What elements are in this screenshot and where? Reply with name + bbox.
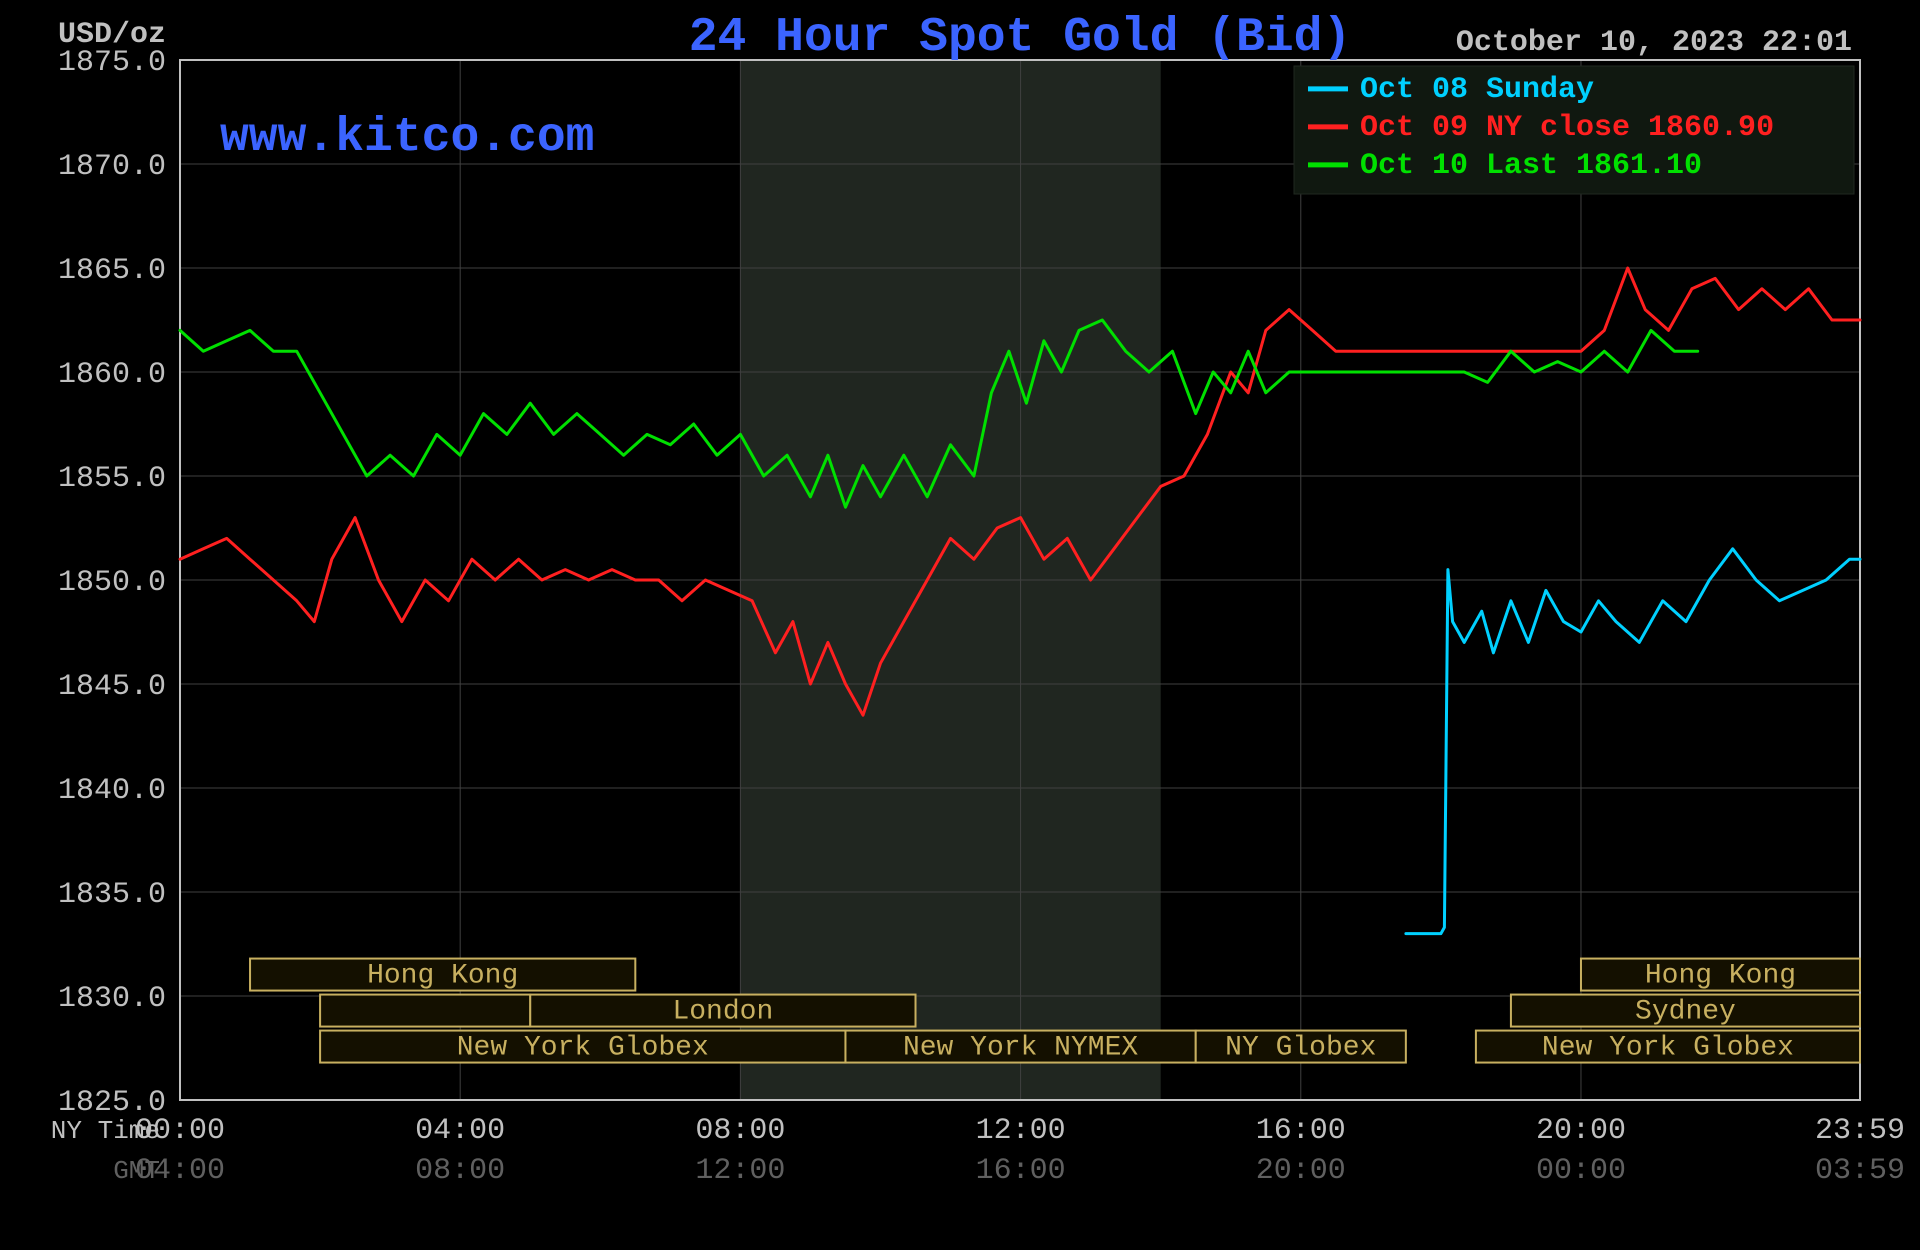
market-session-label: New York NYMEX <box>903 1033 1138 1064</box>
y-tick-label: 1845.0 <box>58 670 166 704</box>
y-tick-label: 1855.0 <box>58 462 166 496</box>
watermark-url: www.kitco.com <box>220 111 594 165</box>
y-tick-label: 1870.0 <box>58 150 166 184</box>
x-tick-ny: 12:00 <box>976 1114 1066 1148</box>
legend-label: Oct 09 NY close 1860.90 <box>1360 111 1774 145</box>
chart-title: 24 Hour Spot Gold (Bid) <box>689 11 1352 65</box>
market-session-label: Hong Kong <box>1645 961 1796 992</box>
x-tick-ny: 08:00 <box>695 1114 785 1148</box>
market-session-label: New York Globex <box>457 1033 709 1064</box>
x-tick-gmt: 16:00 <box>976 1154 1066 1188</box>
x-tick-gmt: 12:00 <box>695 1154 785 1188</box>
gold-spot-chart: 1825.01830.01835.01840.01845.01850.01855… <box>0 0 1920 1250</box>
market-session-label: Hong Kong <box>367 961 518 992</box>
market-session-label: London <box>672 997 773 1028</box>
y-tick-label: 1865.0 <box>58 254 166 288</box>
y-tick-label: 1840.0 <box>58 774 166 808</box>
x-tick-gmt: 20:00 <box>1256 1154 1346 1188</box>
legend-label: Oct 08 Sunday <box>1360 73 1594 107</box>
y-tick-label: 1850.0 <box>58 566 166 600</box>
market-session-box <box>320 995 530 1027</box>
y-tick-label: 1860.0 <box>58 358 166 392</box>
gmt-label: GMT <box>113 1156 160 1186</box>
y-tick-label: 1830.0 <box>58 982 166 1016</box>
x-tick-gmt: 08:00 <box>415 1154 505 1188</box>
y-tick-label: 1835.0 <box>58 878 166 912</box>
y-axis-label: USD/oz <box>58 18 166 52</box>
chart-datetime: October 10, 2023 22:01 <box>1456 26 1852 60</box>
x-tick-ny: 04:00 <box>415 1114 505 1148</box>
x-tick-ny: 16:00 <box>1256 1114 1346 1148</box>
x-tick-ny: 20:00 <box>1536 1114 1626 1148</box>
x-tick-gmt: 03:59 <box>1815 1154 1905 1188</box>
market-session-label: Sydney <box>1635 997 1736 1028</box>
market-session-label: NY Globex <box>1225 1033 1376 1064</box>
x-tick-ny: 23:59 <box>1815 1114 1905 1148</box>
ny-time-label: NY Time <box>51 1116 160 1146</box>
legend-label: Oct 10 Last 1861.10 <box>1360 149 1702 183</box>
x-tick-gmt: 00:00 <box>1536 1154 1626 1188</box>
market-session-label: New York Globex <box>1542 1033 1794 1064</box>
